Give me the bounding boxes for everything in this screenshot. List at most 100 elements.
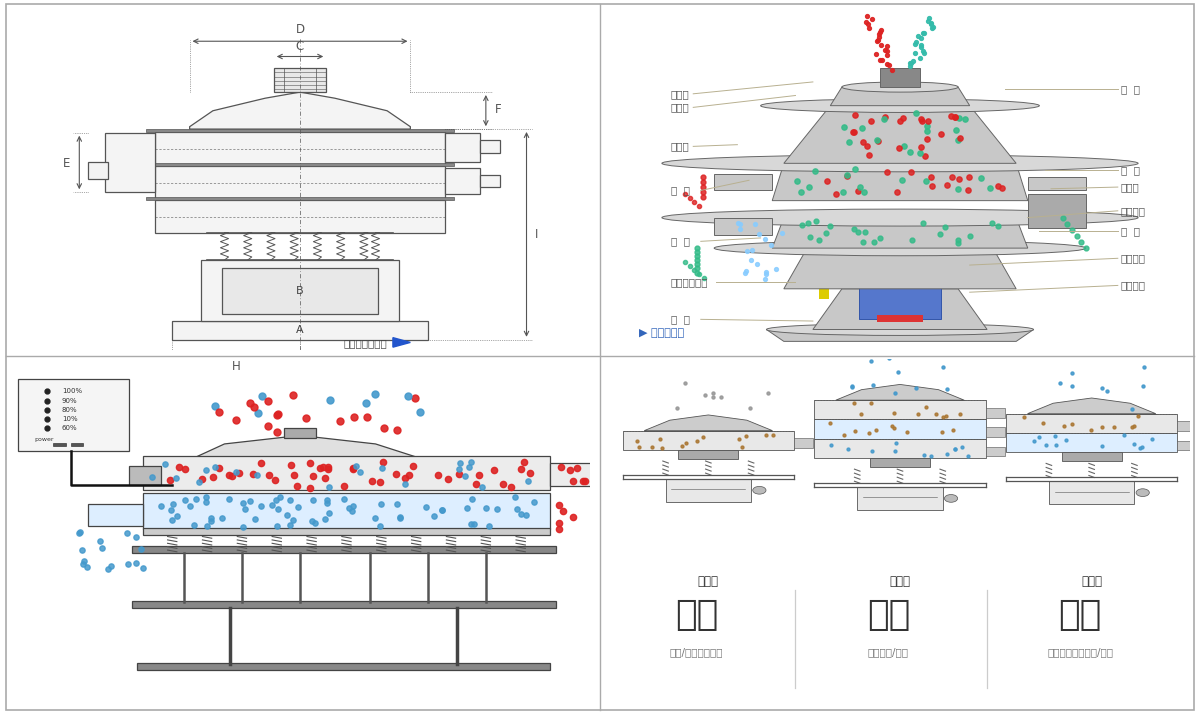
Text: 过滤: 过滤 — [866, 598, 910, 632]
FancyBboxPatch shape — [985, 408, 1004, 418]
FancyBboxPatch shape — [445, 133, 480, 161]
Circle shape — [1136, 489, 1150, 496]
Text: 束  环: 束 环 — [671, 186, 690, 196]
Text: 三层式: 三层式 — [889, 575, 911, 588]
FancyBboxPatch shape — [1177, 421, 1196, 431]
Text: 筛  网: 筛 网 — [1121, 84, 1140, 94]
Text: 90%: 90% — [62, 398, 78, 403]
FancyBboxPatch shape — [1062, 453, 1122, 461]
Polygon shape — [143, 436, 492, 481]
Polygon shape — [1027, 193, 1086, 228]
FancyBboxPatch shape — [146, 163, 454, 166]
FancyBboxPatch shape — [1049, 481, 1134, 504]
Text: E: E — [64, 157, 71, 170]
Circle shape — [752, 486, 766, 494]
FancyBboxPatch shape — [222, 268, 378, 314]
Text: ▶ 结构示意图: ▶ 结构示意图 — [638, 328, 684, 338]
Text: D: D — [295, 23, 305, 36]
FancyBboxPatch shape — [143, 456, 550, 490]
Text: 60%: 60% — [62, 425, 78, 431]
Ellipse shape — [842, 82, 958, 92]
Text: C: C — [296, 40, 304, 53]
FancyBboxPatch shape — [985, 427, 1004, 437]
FancyBboxPatch shape — [146, 129, 454, 133]
Polygon shape — [830, 87, 970, 106]
Text: 除杂: 除杂 — [1058, 598, 1102, 632]
FancyBboxPatch shape — [815, 400, 985, 419]
Polygon shape — [836, 384, 964, 400]
Text: 10%: 10% — [62, 416, 78, 422]
Polygon shape — [714, 218, 773, 234]
Text: B: B — [296, 286, 304, 296]
Text: 双层式: 双层式 — [1081, 575, 1102, 588]
FancyBboxPatch shape — [678, 450, 738, 459]
Text: 运输固定螺栓: 运输固定螺栓 — [671, 277, 708, 287]
FancyBboxPatch shape — [143, 528, 550, 535]
FancyBboxPatch shape — [480, 175, 500, 187]
FancyBboxPatch shape — [985, 446, 1004, 456]
Polygon shape — [1027, 177, 1086, 191]
Text: H: H — [232, 360, 240, 373]
FancyBboxPatch shape — [445, 169, 480, 193]
FancyBboxPatch shape — [202, 260, 398, 321]
FancyBboxPatch shape — [128, 466, 161, 485]
Ellipse shape — [767, 323, 1033, 336]
FancyBboxPatch shape — [274, 69, 326, 92]
Text: 加重块: 加重块 — [1121, 182, 1140, 192]
Polygon shape — [190, 92, 410, 129]
FancyBboxPatch shape — [106, 133, 155, 192]
Circle shape — [944, 495, 958, 502]
FancyBboxPatch shape — [1006, 433, 1177, 453]
FancyBboxPatch shape — [1006, 413, 1177, 433]
Polygon shape — [1027, 398, 1156, 413]
FancyBboxPatch shape — [88, 504, 143, 526]
FancyBboxPatch shape — [794, 438, 814, 448]
Text: 分级: 分级 — [676, 598, 719, 632]
FancyBboxPatch shape — [132, 545, 556, 553]
Polygon shape — [392, 338, 410, 347]
FancyBboxPatch shape — [146, 197, 454, 201]
Text: power: power — [35, 437, 54, 442]
FancyBboxPatch shape — [550, 463, 596, 486]
FancyBboxPatch shape — [143, 493, 550, 528]
Text: 筛  盘: 筛 盘 — [1121, 226, 1140, 236]
Text: 100%: 100% — [62, 388, 82, 394]
FancyBboxPatch shape — [71, 443, 83, 446]
Polygon shape — [773, 218, 1027, 248]
Text: 弹  簧: 弹 簧 — [671, 236, 690, 246]
FancyBboxPatch shape — [283, 428, 317, 438]
FancyBboxPatch shape — [88, 161, 108, 178]
FancyBboxPatch shape — [859, 265, 941, 319]
Text: 进料口: 进料口 — [671, 89, 689, 99]
FancyBboxPatch shape — [137, 663, 550, 670]
Polygon shape — [773, 164, 1027, 201]
Text: 单层式: 单层式 — [698, 575, 719, 588]
Text: F: F — [494, 103, 502, 116]
Text: 出料口: 出料口 — [671, 141, 689, 151]
FancyBboxPatch shape — [132, 601, 556, 608]
Ellipse shape — [662, 209, 1138, 226]
Text: A: A — [296, 326, 304, 336]
Text: I: I — [535, 228, 539, 241]
Text: 网  架: 网 架 — [1121, 165, 1140, 175]
FancyBboxPatch shape — [880, 69, 920, 87]
Text: 下部重锤: 下部重锤 — [1121, 281, 1146, 291]
FancyBboxPatch shape — [815, 439, 985, 458]
Polygon shape — [784, 248, 1016, 288]
Text: 外形尺寸示意图: 外形尺寸示意图 — [343, 338, 388, 348]
Ellipse shape — [714, 241, 1086, 256]
Polygon shape — [784, 106, 1016, 164]
FancyBboxPatch shape — [857, 487, 943, 510]
Text: 机  座: 机 座 — [671, 314, 690, 324]
Text: 防尘盖: 防尘盖 — [671, 102, 689, 112]
Text: 去除异物/结块: 去除异物/结块 — [868, 648, 908, 658]
Polygon shape — [812, 288, 988, 330]
Ellipse shape — [662, 155, 1138, 172]
FancyBboxPatch shape — [877, 315, 923, 322]
FancyBboxPatch shape — [480, 140, 500, 154]
FancyBboxPatch shape — [1177, 441, 1196, 451]
FancyBboxPatch shape — [818, 276, 829, 299]
Ellipse shape — [859, 261, 941, 269]
FancyBboxPatch shape — [815, 419, 985, 439]
FancyBboxPatch shape — [623, 431, 794, 450]
